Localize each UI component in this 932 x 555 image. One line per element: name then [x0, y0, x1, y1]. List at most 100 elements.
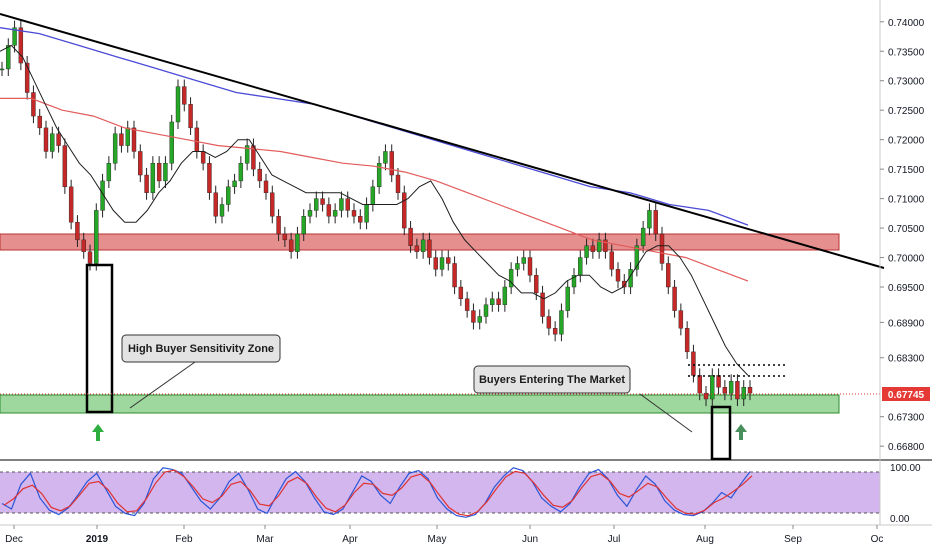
- price-tick-label: 0.66800: [888, 442, 925, 453]
- candle-body: [125, 127, 130, 146]
- candle-body: [464, 298, 470, 311]
- price-tick-label: 0.72000: [888, 136, 925, 147]
- candle-body: [534, 275, 539, 294]
- candle-body: [332, 210, 338, 217]
- candle-body: [56, 133, 61, 146]
- candle-body: [232, 180, 237, 188]
- buyers-entering-callout-text: Buyers Entering The Market: [479, 374, 625, 386]
- candle-body: [452, 263, 457, 288]
- candle-body: [106, 163, 112, 182]
- candle-body: [81, 239, 86, 252]
- up-arrow-icon: [735, 424, 747, 440]
- candle-body: [188, 104, 193, 129]
- candle-body: [703, 392, 709, 400]
- candle-body: [640, 227, 646, 246]
- candle-body: [163, 163, 168, 182]
- time-tick-label: May: [428, 534, 447, 545]
- high-buyer-callout-text: High Buyer Sensitivity Zone: [128, 343, 274, 355]
- candle-body: [144, 174, 149, 193]
- price-tick-label: 0.69500: [888, 283, 925, 294]
- oscillator-k-line: [1, 467, 751, 518]
- candle-body: [433, 257, 438, 270]
- buyers-entering-callout-box: [473, 365, 631, 394]
- high-buyer-callout-box: [121, 334, 281, 363]
- candle-body: [263, 180, 269, 193]
- candle-body: [0, 68, 5, 71]
- candle-body: [584, 245, 589, 258]
- candle-body: [75, 221, 80, 241]
- candle-body: [477, 316, 482, 323]
- oscillator-tick-label: 100.00: [890, 463, 921, 474]
- time-tick-label: Feb: [175, 534, 193, 545]
- candle-body: [238, 163, 244, 182]
- candle-body: [31, 92, 36, 117]
- candle-body: [87, 251, 93, 264]
- candle-body: [672, 286, 677, 311]
- candle-body: [490, 298, 495, 305]
- candle-body: [697, 375, 702, 394]
- candle-body: [213, 192, 218, 217]
- candle-body: [150, 163, 156, 193]
- callout-pointer: [639, 393, 693, 433]
- price-tick-label: 0.67300: [888, 413, 925, 424]
- candle-body: [408, 227, 413, 246]
- price-tick-label: 0.68900: [888, 318, 925, 329]
- candle-body: [288, 239, 294, 252]
- candle-body: [458, 286, 464, 300]
- candle-body: [609, 251, 614, 270]
- candle-body: [175, 86, 181, 123]
- price-tick-label: 0.70000: [888, 254, 925, 265]
- candle-body: [496, 298, 501, 305]
- last-price-label: 0.67745: [888, 390, 925, 401]
- candle-body: [647, 210, 652, 229]
- candle-body: [24, 62, 30, 93]
- candle-body: [508, 269, 514, 288]
- candle-body: [521, 257, 526, 264]
- candle-body: [12, 27, 17, 46]
- demand-zone: [0, 394, 840, 414]
- candle-body: [678, 310, 684, 329]
- candle-body: [119, 133, 124, 146]
- candle-body: [270, 192, 275, 217]
- candle-body: [439, 257, 445, 270]
- candle-body: [320, 198, 325, 205]
- candle-body: [741, 387, 746, 400]
- price-tick-label: 0.71500: [888, 165, 925, 176]
- time-tick-label: Jul: [608, 534, 621, 545]
- descending-trendline: [0, 13, 885, 269]
- candle-body: [653, 210, 658, 235]
- time-tick-label: 2019: [86, 534, 109, 545]
- candle-body: [414, 245, 420, 252]
- price-axis: 0.74000 0.73500 0.73000 0.72500 0.72000 0.715…: [880, 18, 925, 453]
- candle-body: [100, 180, 105, 211]
- candle-body: [420, 239, 426, 252]
- candle-body: [276, 216, 281, 235]
- moving-average-short: [0, 44, 749, 376]
- time-axis: Dec 2019 Feb Mar Apr May Jun Jul Aug Sep Oc: [5, 525, 883, 545]
- candle-body: [691, 351, 696, 376]
- candle-body: [527, 257, 533, 276]
- candle-body: [351, 210, 357, 217]
- candle-body: [43, 127, 49, 152]
- resistance-zone: [0, 233, 840, 251]
- candle-body: [62, 145, 68, 188]
- candle-body: [590, 245, 596, 252]
- candle-body: [219, 204, 225, 217]
- time-tick-label: Aug: [696, 534, 714, 545]
- candle-body: [182, 86, 187, 105]
- candle-body: [18, 27, 24, 64]
- buyer-highlight-box: [85, 263, 114, 414]
- candle-body: [402, 192, 407, 229]
- candle-body: [200, 151, 206, 164]
- candle-body: [207, 163, 212, 193]
- candle-body: [194, 127, 200, 152]
- candle-body: [138, 151, 143, 176]
- candle-body: [345, 198, 350, 211]
- candle-body: [540, 292, 545, 317]
- price-tick-label: 0.73500: [888, 47, 925, 58]
- candle-body: [326, 204, 332, 217]
- candle-body: [565, 286, 570, 311]
- price-tick-label: 0.68300: [888, 354, 925, 365]
- candle-body: [257, 168, 262, 182]
